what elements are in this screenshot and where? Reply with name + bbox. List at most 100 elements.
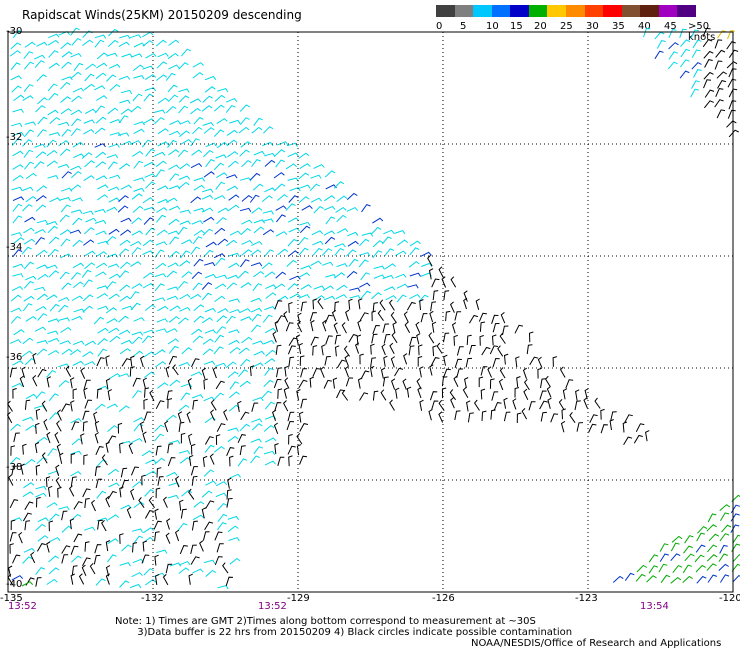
wind-barb (380, 367, 386, 379)
wind-barb (157, 185, 169, 191)
lon-label-123: -123 (575, 593, 598, 604)
wind-barb (286, 142, 298, 147)
wind-barb (165, 105, 177, 114)
wind-barb (204, 307, 216, 313)
wind-barb (70, 450, 82, 455)
wind-barb (287, 283, 299, 291)
wind-barb (126, 507, 132, 519)
wind-barb (23, 227, 35, 234)
wind-barb (11, 186, 23, 191)
wind-barb (346, 192, 358, 200)
wind-barb (467, 412, 474, 423)
wind-barb (180, 432, 186, 444)
wind-barb (70, 109, 83, 116)
wind-barb (95, 478, 103, 489)
wind-barb (119, 580, 130, 588)
wind-barb (202, 122, 214, 127)
wind-barb (179, 163, 191, 170)
wind-barb (191, 220, 204, 225)
wind-barb (671, 535, 683, 543)
wind-barb (36, 340, 48, 345)
wind-barb (336, 228, 349, 234)
wind-barb (312, 298, 317, 310)
wind-barb (633, 434, 643, 444)
legend-swatch (658, 5, 678, 17)
wind-barb (359, 312, 369, 321)
wind-barb (217, 207, 229, 214)
wind-barb (251, 402, 259, 412)
wind-barb (202, 95, 213, 103)
wind-barb (228, 204, 240, 211)
wind-barb (130, 261, 142, 268)
wind-barb (33, 54, 46, 60)
wind-barb (237, 458, 248, 467)
wind-barb (71, 295, 84, 301)
wind-barb (226, 315, 236, 324)
wind-barb (372, 302, 378, 313)
wind-barb (239, 308, 251, 314)
wind-barb (670, 576, 682, 584)
wind-barb (143, 329, 155, 334)
wind-barb (190, 138, 200, 147)
wind-barb (118, 329, 131, 335)
wind-barb (465, 357, 473, 368)
wind-barb (203, 171, 215, 178)
wind-barb (239, 149, 250, 157)
wind-barb (668, 29, 677, 39)
wind-barb (190, 196, 202, 204)
wind-barb (382, 274, 394, 280)
map-title: Rapidscat Winds(25KM) 20150209 descendin… (22, 8, 302, 22)
wind-barb (288, 455, 293, 467)
wind-barb (9, 456, 21, 465)
wind-barb (54, 432, 60, 444)
wind-barb (181, 271, 193, 278)
wind-barb (154, 297, 166, 302)
wind-barb (48, 337, 60, 343)
wind-barb (46, 264, 58, 269)
wind-barb (58, 506, 70, 511)
wind-barb (497, 345, 504, 357)
wind-barb (46, 431, 51, 444)
wind-barb (253, 226, 265, 234)
wind-barb (156, 549, 168, 554)
wind-barb (35, 204, 47, 212)
wind-barb (94, 432, 99, 444)
wind-barb (48, 555, 59, 563)
wind-barb (205, 480, 217, 486)
wind-barb (275, 344, 282, 355)
wind-barb (164, 420, 169, 432)
wind-barb (155, 400, 165, 410)
wind-barb (8, 565, 13, 577)
wind-barb (343, 345, 351, 357)
wind-barb (71, 118, 82, 127)
wind-barb (489, 345, 499, 355)
wind-barb (156, 214, 166, 223)
legend-swatch (677, 5, 697, 17)
wind-barb (96, 262, 108, 269)
wind-barb (361, 203, 371, 213)
wind-barb (47, 485, 53, 497)
wind-barb (93, 411, 98, 423)
wind-barb (648, 554, 659, 563)
wind-barb (403, 353, 408, 365)
wind-barb (503, 411, 511, 422)
wind-barb (70, 272, 82, 280)
wind-barb (82, 557, 91, 567)
wind-barb (41, 452, 48, 464)
wind-barb (167, 84, 178, 93)
wind-barb (521, 408, 528, 420)
wind-barb (201, 194, 214, 200)
wind-barb (168, 316, 180, 323)
wind-barb (155, 160, 167, 168)
wind-barb (670, 553, 681, 562)
wind-barb (385, 295, 397, 301)
wind-barb (157, 305, 169, 312)
wind-barb (695, 564, 706, 573)
wind-barb (383, 334, 391, 344)
wind-barb (372, 217, 384, 224)
wind-barb (287, 445, 296, 455)
wind-barb (71, 438, 83, 446)
wind-barb (334, 247, 345, 256)
wind-barb (227, 515, 240, 521)
wind-barb (274, 300, 283, 310)
